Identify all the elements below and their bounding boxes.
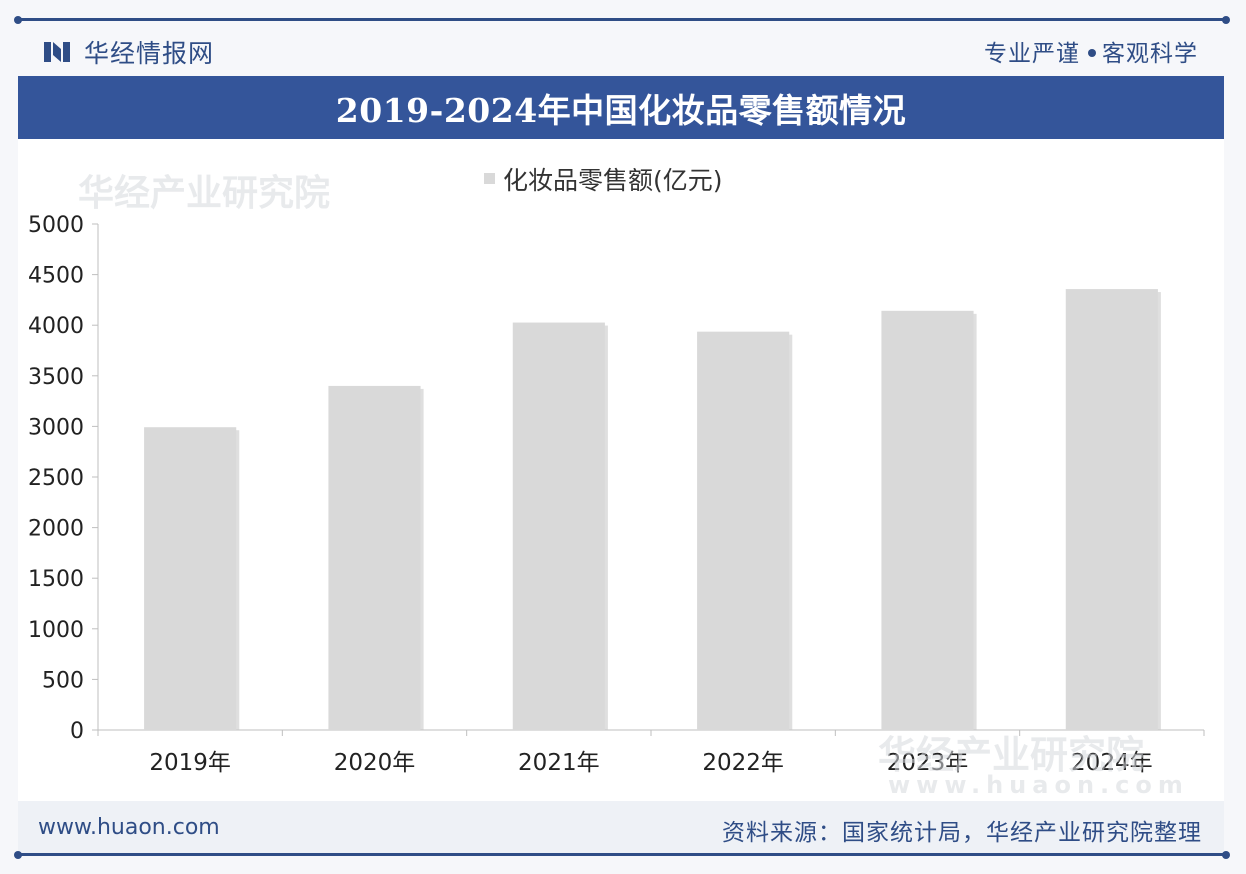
- bottom-rule-dot-right: [1222, 851, 1230, 859]
- y-tick-label: 4500: [28, 264, 84, 289]
- legend-label: 化妆品零售额(亿元): [503, 166, 723, 195]
- chart-title: 2019-2024年中国化妆品零售额情况: [335, 90, 907, 130]
- legend-swatch: [484, 173, 495, 184]
- huajing-logo-icon: [44, 42, 70, 62]
- tagline-left: 专业严谨: [984, 41, 1080, 67]
- chart-title-bar: 2019-2024年中国化妆品零售额情况: [18, 76, 1224, 139]
- bar: [328, 385, 421, 730]
- bottom-rule: [18, 853, 1226, 856]
- top-rule-dot-left: [14, 16, 22, 24]
- brand-name: 华经情报网: [84, 39, 215, 68]
- top-rule: [18, 18, 1226, 21]
- x-tick-label: 2024年: [1071, 750, 1153, 776]
- y-tick-label: 2500: [28, 466, 84, 491]
- y-tick-label: 2000: [28, 517, 84, 542]
- x-tick-label: 2021年: [518, 750, 600, 776]
- x-tick-label: 2023年: [887, 750, 969, 776]
- y-tick-label: 1000: [28, 618, 84, 643]
- data-source-note: 资料来源：国家统计局，华经产业研究院整理: [722, 820, 1202, 846]
- bar-chart: 化妆品零售额(亿元) 0 500 1000 1500 2000 2500 3000 3500 40…: [28, 166, 1205, 776]
- y-tick-label: 5000: [28, 213, 84, 238]
- bottom-rule-dot-left: [14, 851, 22, 859]
- y-tick-label: 500: [42, 668, 84, 693]
- footer-url: www.huaon.com: [38, 815, 220, 840]
- y-tick-label: 4000: [28, 314, 84, 339]
- y-tick-label: 0: [70, 719, 84, 744]
- bar: [697, 331, 790, 730]
- bar: [144, 427, 237, 730]
- top-rule-dot-right: [1222, 16, 1230, 24]
- y-tick-label: 1500: [28, 567, 84, 592]
- tagline: 专业严谨 客观科学: [984, 34, 1198, 68]
- brand: 华经情报网: [44, 34, 214, 70]
- tagline-right: 客观科学: [1102, 41, 1198, 67]
- x-tick-label: 2022年: [702, 750, 784, 776]
- y-tick-label: 3000: [28, 415, 84, 440]
- tagline-dot-icon: [1088, 48, 1096, 57]
- x-tick-label: 2019年: [149, 750, 231, 776]
- chart-panel: 华经产业研究院 华经产业研究院 www.huaon.com 化妆品零售额(亿元)…: [18, 139, 1224, 801]
- bar: [512, 322, 605, 730]
- footer: www.huaon.com 资料来源：国家统计局，华经产业研究院整理: [18, 801, 1224, 853]
- bar: [881, 310, 974, 730]
- x-tick-label: 2020年: [334, 750, 416, 776]
- bar: [1065, 289, 1158, 730]
- y-tick-label: 3500: [28, 365, 84, 390]
